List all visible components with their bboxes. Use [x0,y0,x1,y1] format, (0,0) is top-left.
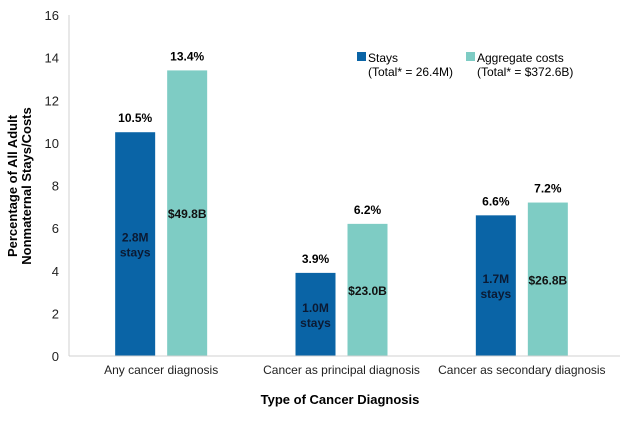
bar-stays [115,132,156,356]
x-tick-label: Cancer as secondary diagnosis [438,363,605,377]
y-tick-label: 0 [52,349,59,364]
inner-label: $26.8B [528,273,567,287]
legend-swatch [466,52,475,61]
y-tick-label: 12 [45,93,59,108]
bar-aggregate-costs [527,202,568,356]
inner-label: stays [480,287,511,301]
y-axis-title-line1: Percentage of All Adult [5,114,20,257]
bar-stays [295,272,336,356]
data-label: 10.5% [118,111,152,125]
legend: Stays(Total* = 26.4M) Aggregate costs(Tot… [357,51,573,79]
y-tick-label: 6 [52,221,59,236]
inner-label: $49.8B [168,207,207,221]
bar-aggregate-costs [167,70,208,356]
inner-label: 1.0M [302,301,329,315]
data-label: 6.2% [354,203,382,217]
inner-label: stays [300,316,331,330]
y-axis: 0 2 4 6 8 10 12 14 16 [45,8,70,364]
x-axis-title: Type of Cancer Diagnosis [261,392,420,407]
legend-sublabel: (Total* = $372.6B) [477,65,573,79]
inner-label: stays [120,246,151,260]
y-tick-label: 10 [45,136,59,151]
inner-label: 1.7M [482,272,509,286]
y-axis-title-line2: Nonmaternal Stays/Costs [19,107,34,265]
x-tick-label: Any cancer diagnosis [104,363,218,377]
inner-label: $23.0B [348,284,387,298]
inner-label: 2.8M [122,231,149,245]
legend-label: Aggregate costs [477,51,564,65]
y-tick-label: 4 [52,264,59,279]
data-label: 6.6% [482,194,510,208]
legend-sublabel: (Total* = 26.4M) [368,65,453,79]
bar-stays [475,215,516,356]
bar-aggregate-costs [347,223,388,356]
data-label: 7.2% [534,182,562,196]
y-tick-label: 2 [52,306,59,321]
x-tick-label: Cancer as principal diagnosis [263,363,420,377]
data-label: 13.4% [170,49,204,63]
y-tick-label: 14 [45,51,59,66]
data-label: 3.9% [302,252,330,266]
y-tick-label: 16 [45,8,59,23]
legend-swatch [357,52,366,61]
y-tick-label: 8 [52,179,59,194]
legend-label: Stays [368,51,398,65]
bars: 10.5%2.8Mstays13.4%$49.8B3.9%1.0Mstays6.… [115,49,568,356]
x-axis: Any cancer diagnosis Cancer as principal … [69,355,620,377]
